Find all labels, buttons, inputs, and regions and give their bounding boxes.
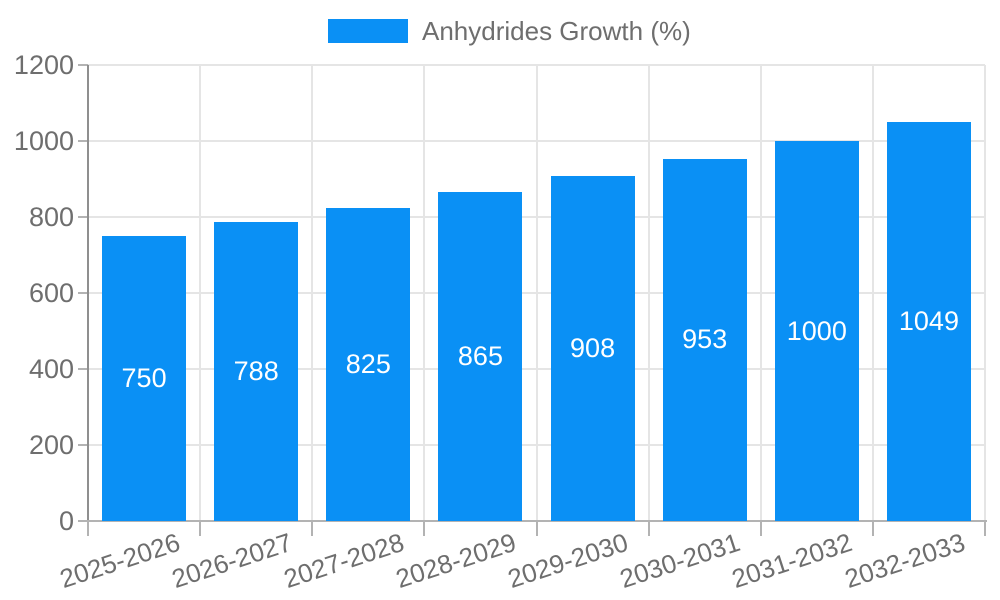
x-gridline — [199, 65, 202, 521]
bar[interactable]: 750 — [102, 236, 187, 521]
bar-value-label: 908 — [570, 332, 616, 363]
y-tick-mark — [78, 444, 88, 446]
bar[interactable]: 865 — [438, 192, 523, 521]
bar[interactable]: 1049 — [886, 122, 971, 521]
y-axis-tick-label: 800 — [28, 202, 74, 232]
bar[interactable]: 788 — [214, 221, 299, 521]
y-axis-tick-label: 200 — [28, 430, 74, 460]
y-axis-tick-label: 600 — [28, 278, 74, 308]
y-axis-tick-label: 0 — [58, 506, 74, 536]
bar-value-label: 865 — [457, 341, 503, 372]
x-tick-mark — [647, 521, 650, 536]
x-axis-tick-label: 2028-2029 — [392, 527, 520, 594]
y-tick-mark — [78, 292, 88, 294]
x-axis-tick-label: 2030-2031 — [616, 527, 744, 594]
bar[interactable]: 953 — [662, 158, 747, 521]
x-tick-mark — [759, 521, 762, 536]
x-tick-mark — [87, 521, 89, 536]
x-gridline — [647, 65, 650, 521]
y-tick-mark — [78, 368, 88, 370]
y-tick-mark — [78, 216, 88, 218]
x-axis-tick-label: 2026-2027 — [167, 527, 296, 594]
y-axis-tick-label: 400 — [28, 354, 74, 384]
x-axis-line — [78, 520, 987, 522]
y-tick-mark — [78, 64, 88, 66]
x-axis-tick-label: 2027-2028 — [280, 527, 408, 594]
y-tick-mark — [78, 140, 88, 142]
y-axis-line — [87, 65, 89, 521]
bar-value-label: 825 — [345, 348, 391, 379]
bar[interactable]: 1000 — [774, 141, 859, 521]
legend-swatch-icon — [328, 19, 408, 43]
y-axis-tick-label: 1200 — [13, 50, 74, 80]
x-axis-tick-label: 2032-2033 — [840, 527, 969, 594]
x-tick-mark — [423, 521, 426, 536]
x-axis-tick-label: 2025-2026 — [55, 527, 184, 594]
bar-value-label: 788 — [233, 355, 279, 386]
x-axis-tick-label: 2031-2032 — [728, 527, 857, 594]
x-tick-mark — [199, 521, 202, 536]
x-gridline — [535, 65, 538, 521]
x-axis-tick-label: 2029-2030 — [504, 527, 632, 594]
x-tick-mark — [535, 521, 538, 536]
x-gridline — [759, 65, 762, 521]
x-gridline — [311, 65, 314, 521]
bar-value-label: 1049 — [898, 306, 959, 337]
x-gridline — [423, 65, 426, 521]
bar[interactable]: 825 — [326, 207, 411, 521]
bar[interactable]: 908 — [550, 175, 635, 521]
legend-label: Anhydrides Growth (%) — [422, 16, 691, 46]
x-tick-mark — [871, 521, 874, 536]
legend-item[interactable]: Anhydrides Growth (%) — [328, 17, 691, 45]
bar-value-label: 953 — [682, 324, 728, 355]
x-gridline — [984, 65, 986, 521]
x-tick-mark — [311, 521, 314, 536]
bar-value-label: 1000 — [786, 315, 847, 346]
x-gridline — [871, 65, 874, 521]
y-axis-tick-label: 1000 — [13, 126, 74, 156]
x-tick-mark — [984, 521, 986, 536]
bar-value-label: 750 — [121, 363, 167, 393]
